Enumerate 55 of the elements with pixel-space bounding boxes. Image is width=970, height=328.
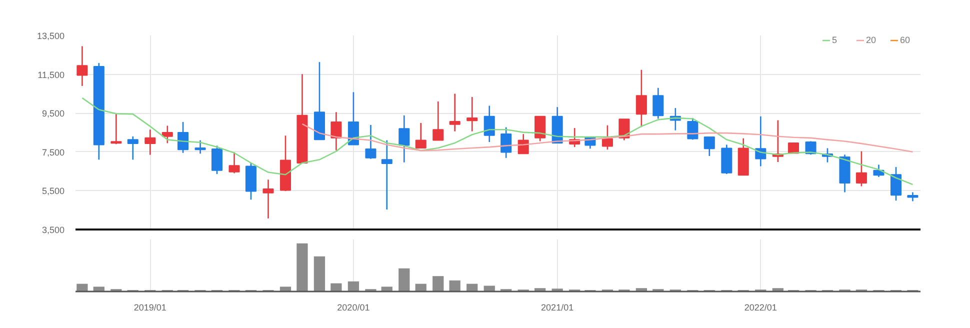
candlestick (177, 121, 189, 154)
x-tick-label: 2021/01 (541, 302, 574, 312)
candlestick (534, 116, 546, 142)
candlestick (415, 122, 426, 149)
y-tick-label: 9,500 (42, 108, 65, 119)
bar (466, 284, 478, 292)
candlestick (365, 124, 376, 160)
legend-label: 5 (832, 35, 838, 45)
candlestick (652, 87, 664, 120)
candlestick (856, 150, 867, 187)
candlestick (636, 69, 647, 128)
candlestick (194, 140, 206, 154)
legend-label: 60 (900, 35, 912, 45)
candlestick (228, 152, 240, 174)
candlestick (211, 145, 222, 175)
legend-label: 20 (866, 35, 878, 45)
candlestick (890, 166, 902, 202)
bar (314, 256, 326, 292)
y-tick-label: 11,500 (38, 70, 64, 80)
candlestick (687, 117, 698, 140)
candlestick (602, 124, 613, 150)
candlestick (144, 128, 156, 156)
y-tick-label: 5,500 (42, 186, 65, 196)
candlestick (76, 46, 88, 87)
candlestick (704, 136, 715, 157)
candlestick (162, 125, 173, 144)
candlestick (466, 96, 478, 132)
candlestick (398, 114, 410, 164)
candlestick (127, 136, 138, 160)
bar (348, 281, 360, 292)
candlestick (500, 126, 512, 159)
bar (330, 283, 342, 292)
candlestick (110, 113, 122, 145)
bar (93, 286, 104, 292)
candlestick (484, 105, 495, 143)
y-tick-label: 7,500 (42, 147, 65, 158)
bar (381, 286, 392, 292)
y-tick-label: 13,500 (36, 31, 65, 41)
candlestick (330, 111, 342, 151)
candlestick (262, 178, 274, 220)
bar (398, 268, 410, 292)
bar (484, 286, 495, 292)
bar (280, 286, 292, 292)
x-tick-label: 2019/01 (134, 302, 166, 312)
x-tick-label: 2022/01 (744, 302, 777, 312)
candlestick (381, 140, 392, 210)
candlestick (449, 93, 460, 132)
bar (296, 243, 308, 292)
bar (449, 280, 460, 292)
candlestick (432, 100, 444, 141)
bar (415, 284, 426, 292)
bar (76, 284, 88, 292)
y-tick-label: 3,500 (42, 225, 65, 235)
bar (432, 276, 444, 292)
x-tick-label: 2020/01 (337, 302, 370, 312)
